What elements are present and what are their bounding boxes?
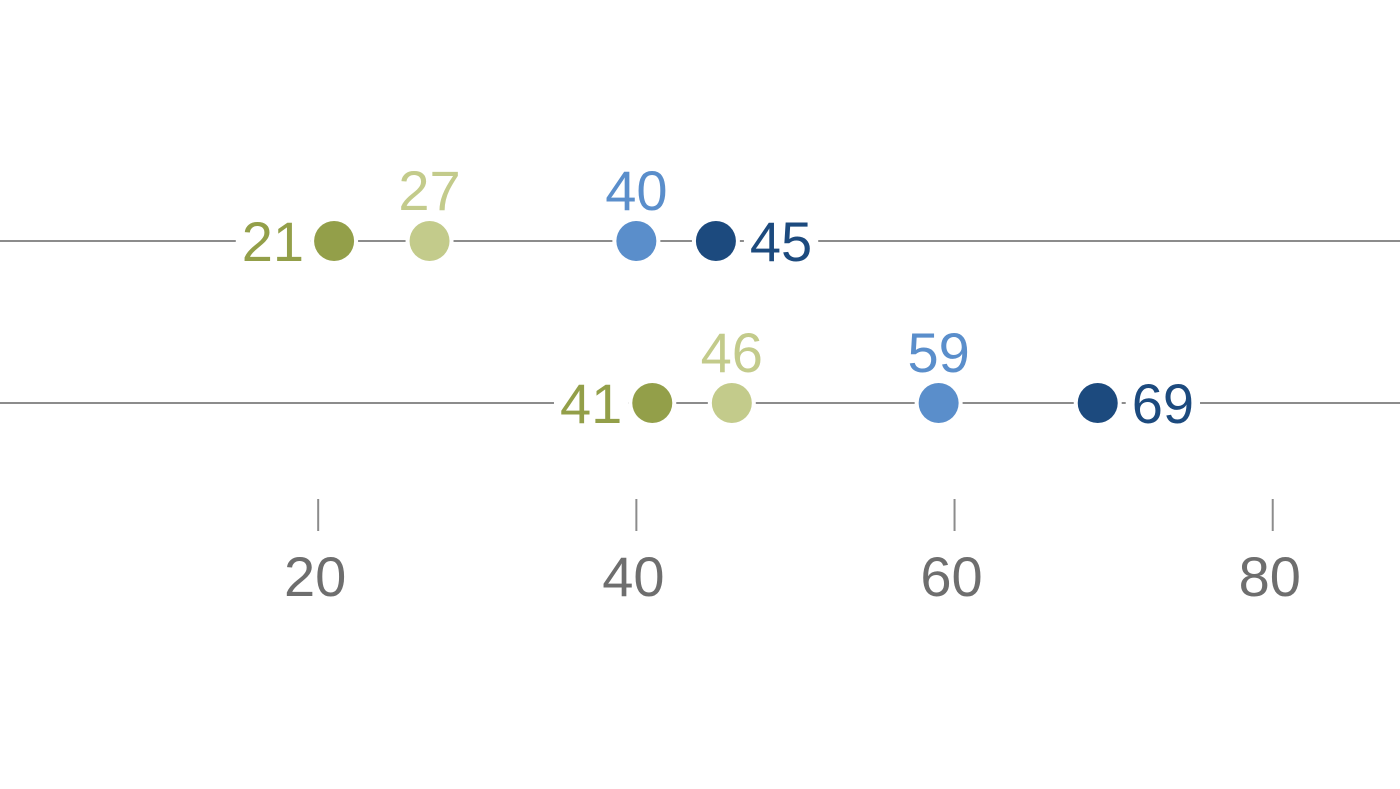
data-label-s1-r2: 41: [560, 372, 622, 435]
label-knockout: [553, 397, 629, 409]
chart-rows: 21 27 40 45 41 46 59 69: [0, 159, 1400, 435]
x-tick-label-20: 20: [284, 545, 346, 608]
data-point-s1-r2: [632, 383, 673, 423]
label-knockout: [1125, 397, 1201, 409]
x-axis: 20 40 60 80: [284, 499, 1301, 608]
data-point-s4-r1: [695, 221, 736, 261]
x-tick-label-60: 60: [920, 545, 982, 608]
data-label-s4-r2: 69: [1132, 372, 1194, 435]
x-tick-label-80: 80: [1239, 545, 1301, 608]
data-point-s3-r2: [918, 383, 959, 423]
x-tick-label-40: 40: [602, 545, 664, 608]
data-point-s1-r1: [314, 221, 355, 261]
data-point-s2-r1: [409, 221, 450, 261]
data-label-s3-r2: 59: [907, 321, 969, 384]
label-knockout: [743, 235, 819, 247]
data-label-s4-r1: 45: [750, 210, 812, 273]
data-label-s3-r1: 40: [605, 159, 667, 222]
label-knockout: [235, 235, 311, 247]
data-point-s4-r2: [1077, 383, 1118, 423]
data-label-s2-r1: 27: [398, 159, 460, 222]
data-point-s2-r2: [711, 383, 752, 423]
data-label-s2-r2: 46: [701, 321, 763, 384]
data-label-s1-r1: 21: [242, 210, 304, 273]
data-point-s3-r1: [616, 221, 657, 261]
